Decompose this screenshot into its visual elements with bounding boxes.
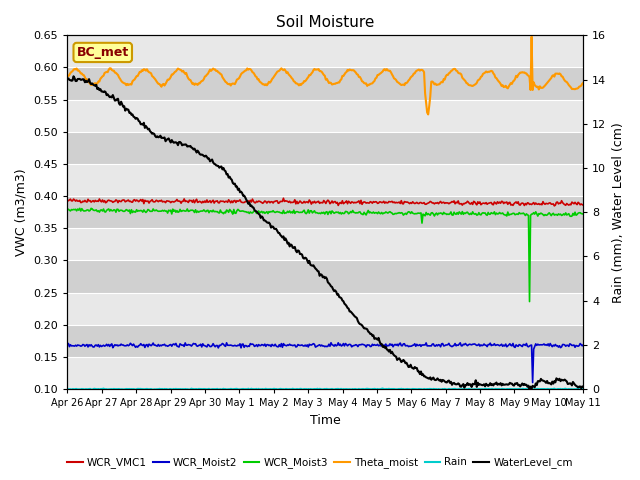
Bar [67,164,583,196]
Bar [67,357,583,389]
Y-axis label: VWC (m3/m3): VWC (m3/m3) [15,168,28,256]
X-axis label: Time: Time [310,414,340,427]
Bar [67,36,583,68]
Bar [67,228,583,261]
Bar [67,261,583,292]
Bar [67,132,583,164]
Title: Soil Moisture: Soil Moisture [276,15,374,30]
Bar [67,100,583,132]
Bar [67,68,583,100]
Bar [67,324,583,357]
Bar [67,196,583,228]
Legend: WCR_VMC1, WCR_Moist2, WCR_Moist3, Theta_moist, Rain, WaterLevel_cm: WCR_VMC1, WCR_Moist2, WCR_Moist3, Theta_… [63,453,577,472]
Text: BC_met: BC_met [77,46,129,59]
Y-axis label: Rain (mm), Water Level (cm): Rain (mm), Water Level (cm) [612,122,625,302]
Bar [67,292,583,324]
